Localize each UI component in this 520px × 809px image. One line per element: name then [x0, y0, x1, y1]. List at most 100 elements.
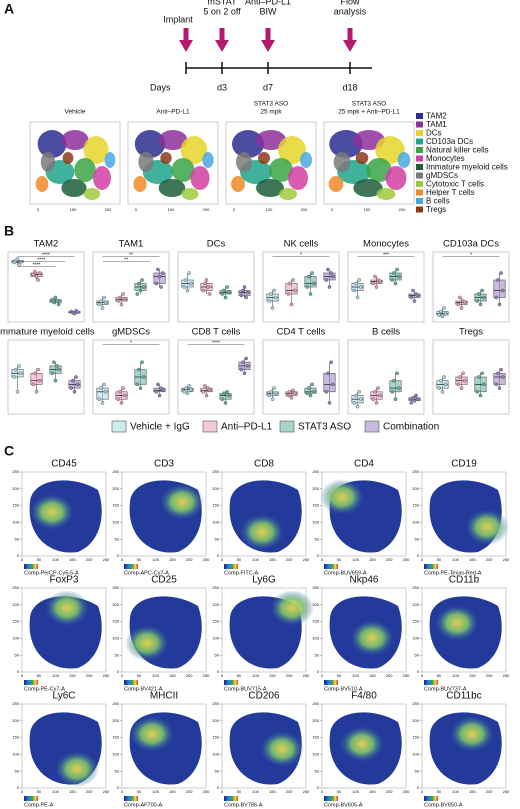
- data-point: [355, 295, 360, 300]
- data-point: [500, 288, 505, 293]
- data-point: [269, 292, 273, 296]
- x-tick-label: 0: [221, 673, 224, 678]
- tsne-cluster: [83, 136, 109, 164]
- box: [389, 380, 402, 393]
- data-point: [103, 300, 108, 305]
- legend-swatch: [416, 181, 423, 187]
- x-tick-label: 250: [303, 557, 310, 562]
- data-point: [52, 360, 56, 365]
- data-point: [392, 271, 396, 275]
- tsne-tick: 0: [233, 207, 236, 212]
- map-title: CD3: [154, 459, 174, 470]
- x-tick-label: 200: [286, 557, 293, 562]
- data-point: [97, 397, 102, 402]
- tsne-cluster: [61, 130, 89, 150]
- tsne-hotspot: [260, 731, 304, 767]
- data-point: [223, 401, 228, 405]
- legend-swatch: [416, 198, 423, 204]
- x-tick-label: 0: [121, 557, 124, 562]
- tsne-cluster: [74, 158, 96, 182]
- data-point: [291, 388, 295, 393]
- data-point: [137, 367, 141, 372]
- legend-swatch: [279, 420, 295, 433]
- data-point: [481, 295, 486, 300]
- y-tick-label: 150: [312, 735, 319, 740]
- data-point: [409, 401, 414, 405]
- data-point: [74, 375, 78, 379]
- x-tick-label: 250: [403, 789, 410, 794]
- data-point: [50, 297, 55, 302]
- y-tick-label: 200: [12, 602, 19, 607]
- data-point: [17, 364, 21, 368]
- x-tick-label: 200: [386, 789, 393, 794]
- x-tick-label: 100: [252, 673, 259, 678]
- subplot-title: DCs: [207, 239, 226, 250]
- data-point: [475, 389, 480, 394]
- y-tick-label: 100: [312, 751, 319, 756]
- tsne-tick: 100: [70, 207, 77, 212]
- map-title: Ly6G: [252, 575, 276, 586]
- data-point: [182, 285, 187, 289]
- subplot-title: TAM2: [34, 239, 59, 250]
- tsne-cluster: [202, 152, 214, 168]
- data-point: [201, 288, 206, 293]
- x-tick-label: 50: [237, 789, 242, 794]
- x-tick-label: 150: [69, 557, 76, 562]
- data-point: [141, 285, 146, 289]
- data-point: [478, 393, 483, 398]
- legend-label: Combination: [383, 422, 439, 433]
- y-tick-label: 0: [417, 785, 420, 790]
- data-point: [357, 389, 361, 394]
- significance: ****: [33, 262, 41, 268]
- tsne-cluster: [288, 166, 308, 190]
- data-point: [225, 389, 229, 394]
- data-point: [156, 267, 160, 272]
- y-tick-label: 100: [412, 635, 419, 640]
- x-tick-label: 200: [186, 789, 193, 794]
- data-point: [207, 292, 212, 296]
- y-tick-label: 150: [312, 619, 319, 624]
- data-point: [267, 393, 272, 398]
- data-point: [311, 389, 316, 394]
- data-point: [245, 290, 250, 295]
- data-point: [226, 393, 231, 398]
- map-title: CD206: [248, 691, 280, 702]
- data-point: [33, 269, 37, 274]
- y-tick-label: 200: [12, 718, 19, 723]
- data-point: [157, 393, 162, 398]
- x-tick-label: 0: [121, 789, 124, 794]
- data-point: [267, 299, 272, 303]
- tsne-hotspot: [270, 590, 314, 626]
- x-tick-label: 0: [321, 673, 324, 678]
- color-bar: [424, 564, 438, 569]
- data-point: [15, 389, 20, 394]
- data-point: [15, 257, 20, 261]
- legend-label: Anti–PD-L1: [221, 422, 273, 433]
- x-tick-label: 200: [186, 557, 193, 562]
- subplot-frame: [92, 251, 170, 323]
- data-point: [37, 378, 42, 383]
- tsne-cluster: [37, 130, 67, 158]
- x-tick-label: 0: [21, 789, 24, 794]
- data-point: [396, 274, 401, 279]
- channel-label: Comp-BUV737-A: [424, 686, 467, 692]
- tsne-cluster: [256, 130, 286, 150]
- color-bar: [424, 796, 438, 801]
- event-label: 5 on 2 off: [203, 6, 241, 16]
- tsne-cluster: [180, 136, 208, 164]
- data-point: [459, 306, 464, 310]
- data-point: [99, 386, 103, 390]
- channel-label: Comp-BUV715-A: [224, 686, 267, 692]
- tsne-cluster: [231, 176, 245, 192]
- y-tick-label: 0: [17, 669, 20, 674]
- subplot-frame: [262, 251, 340, 323]
- map-title: F4/80: [351, 691, 377, 702]
- data-point: [377, 279, 382, 284]
- y-tick-label: 50: [315, 768, 320, 773]
- data-point: [330, 274, 335, 279]
- significance: ***: [383, 252, 389, 258]
- data-point: [36, 367, 40, 372]
- x-tick-label: 100: [352, 673, 359, 678]
- y-tick-label: 0: [17, 785, 20, 790]
- subplot-frame: [432, 339, 510, 415]
